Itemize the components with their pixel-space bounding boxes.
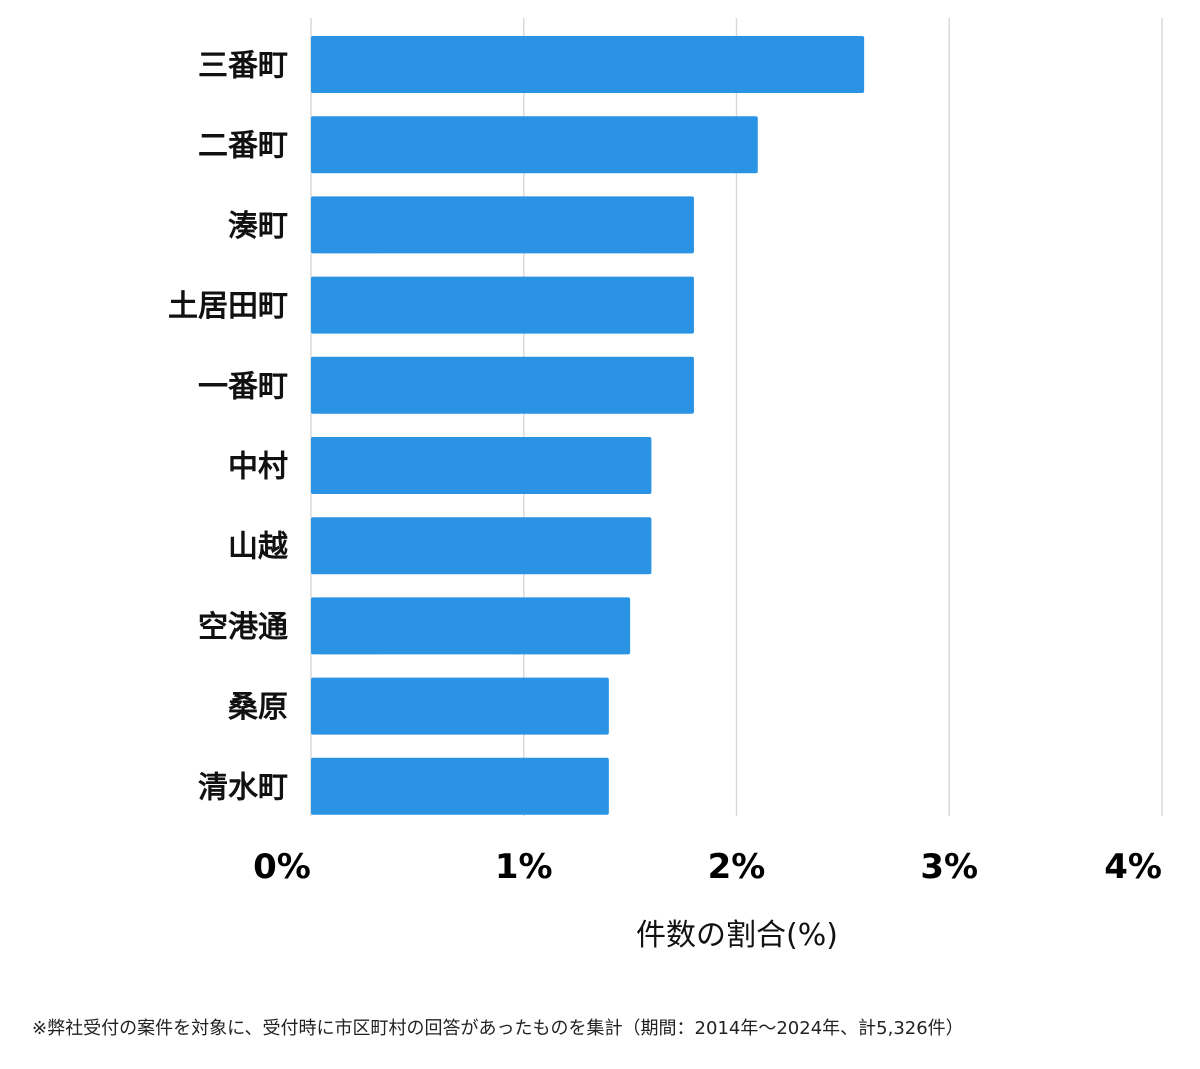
category-label: 清水町	[198, 770, 288, 805]
x-tick-label: 0%	[253, 847, 311, 887]
x-axis-title: 件数の割合(%)	[636, 918, 838, 953]
bar	[311, 356, 694, 414]
x-tick-label: 3%	[920, 847, 978, 887]
category-label: 山越	[228, 530, 289, 565]
footnote: ※弊社受付の案件を対象に、受付時に市区町村の回答があったものを集計（期間：201…	[32, 1018, 964, 1039]
category-label: 三番町	[198, 49, 288, 84]
bar	[311, 677, 609, 735]
x-tick-labels: 0% 1% 2% 3% 4%	[253, 847, 1162, 887]
bar	[311, 517, 652, 575]
category-label: 中村	[228, 450, 288, 485]
bar	[311, 36, 865, 93]
x-tick-label: 4%	[1104, 847, 1162, 887]
bars	[311, 36, 865, 815]
bar	[311, 196, 694, 254]
bar	[311, 757, 609, 815]
category-label: 湊町	[228, 209, 288, 244]
bar	[311, 276, 694, 334]
bar	[311, 116, 758, 174]
category-label: 一番町	[198, 369, 288, 404]
category-label: 桑原	[228, 690, 288, 725]
bar	[311, 597, 631, 655]
category-label: 土居田町	[168, 289, 288, 324]
bar	[311, 437, 652, 494]
category-label: 二番町	[198, 129, 288, 164]
x-tick-label: 1%	[495, 847, 553, 887]
x-tick-label: 2%	[708, 847, 766, 887]
category-label: 空港通	[198, 610, 288, 645]
